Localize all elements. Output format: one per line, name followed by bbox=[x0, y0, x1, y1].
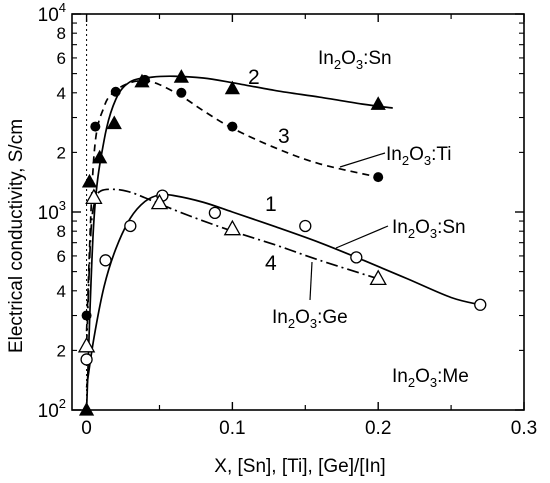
annotations-layer: In2O3:Sn In2O3:Ti In2O3:Sn In2O3:Ge In2O3:Me… bbox=[248, 48, 469, 390]
x-axis-label: X, [Sn], [Ti], [Ge]/[In] bbox=[214, 456, 385, 477]
y-minor-tick-label: 8 bbox=[57, 24, 66, 43]
series-2-point bbox=[78, 402, 95, 416]
leader-sn-mid bbox=[335, 225, 389, 249]
series-3-point bbox=[139, 74, 150, 85]
leader-ge bbox=[309, 261, 313, 301]
markers-layer bbox=[77, 69, 487, 416]
plot-frame bbox=[71, 13, 525, 411]
series-1-point bbox=[350, 251, 363, 264]
leader-ti bbox=[339, 152, 386, 168]
y-minor-tick-label: 6 bbox=[57, 49, 66, 68]
series-1-curve bbox=[85, 193, 481, 388]
y-axis-label: Electrical conductivity, S/cm bbox=[6, 119, 27, 353]
y-minor-tick-label: 2 bbox=[57, 341, 66, 360]
series-3-point bbox=[227, 121, 238, 132]
x-tick-label: 0.3 bbox=[511, 418, 537, 439]
series-4-point bbox=[85, 188, 103, 205]
series-4-point bbox=[369, 269, 387, 286]
series-2-point bbox=[106, 115, 122, 130]
series-2-curve bbox=[85, 75, 393, 411]
series-3-point bbox=[110, 86, 121, 97]
y-minor-tick-label: 4 bbox=[57, 282, 66, 301]
series-2-point bbox=[224, 80, 240, 95]
plot-frame-layer bbox=[71, 13, 525, 411]
y-major-tick-label: 104 bbox=[38, 0, 66, 26]
series-2-point bbox=[370, 96, 386, 110]
y-minor-tick-label: 6 bbox=[57, 247, 66, 266]
series-1-point bbox=[474, 298, 487, 311]
x-tick-label: 0.1 bbox=[219, 418, 245, 439]
series-3-point bbox=[90, 121, 101, 132]
label-ge: In2O3:Ge bbox=[272, 307, 348, 331]
series-1-point bbox=[99, 254, 112, 267]
series-3-point bbox=[81, 310, 92, 321]
label-ti: In2O3:Ti bbox=[386, 144, 452, 168]
label-me: In2O3:Me bbox=[392, 366, 469, 390]
y-minor-tick-label: 4 bbox=[57, 84, 66, 103]
y-major-tick-label: 103 bbox=[38, 198, 66, 224]
series-number-1: 1 bbox=[265, 193, 277, 216]
series-3-curve bbox=[85, 79, 379, 332]
series-number-2: 2 bbox=[248, 66, 260, 89]
label-sn-mid: In2O3:Sn bbox=[392, 217, 466, 241]
x-tick-label: 0.2 bbox=[365, 418, 391, 439]
series-1-point bbox=[299, 219, 312, 233]
series-number-3: 3 bbox=[278, 125, 290, 148]
series-4-point bbox=[223, 219, 242, 236]
x-tick-label: 0 bbox=[81, 418, 92, 439]
series-number-4: 4 bbox=[265, 252, 277, 275]
series-1-point bbox=[80, 353, 93, 366]
y-minor-tick-label: 8 bbox=[57, 222, 66, 241]
axis-ticks-layer: 0 0.1 0.2 0.3 102 103 104 2 4 6 8 2 4 6 8 bbox=[38, 0, 538, 439]
series-1-point bbox=[124, 219, 137, 233]
series-3-point bbox=[176, 87, 187, 98]
series-2-point bbox=[173, 69, 189, 83]
series-2-point bbox=[81, 173, 98, 188]
series-1-point bbox=[208, 206, 222, 220]
series-4-point bbox=[77, 336, 96, 353]
y-major-tick-label: 102 bbox=[38, 396, 66, 422]
y-minor-tick-label: 2 bbox=[57, 143, 66, 162]
series-4-point bbox=[150, 193, 169, 210]
series-2-point bbox=[92, 149, 108, 164]
label-sn-top: In2O3:Sn bbox=[318, 48, 392, 72]
series-3-point bbox=[373, 172, 384, 183]
